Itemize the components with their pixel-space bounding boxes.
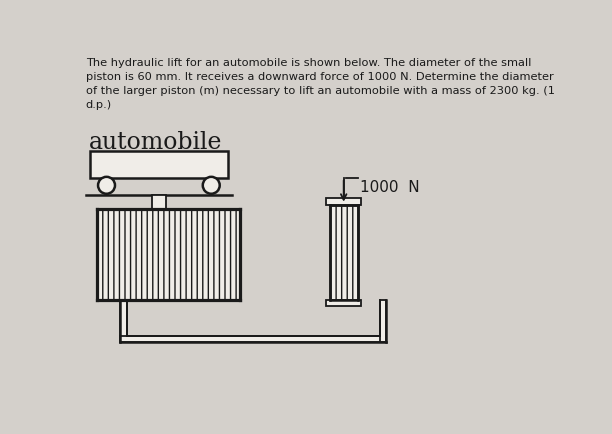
Circle shape [98, 177, 115, 194]
Text: of the larger piston (m) necessary to lift an automobile with a mass of 2300 kg.: of the larger piston (m) necessary to li… [86, 86, 554, 96]
Bar [326, 300, 362, 306]
Text: piston is 60 mm. It receives a downward force of 1000 N. Determine the diameter: piston is 60 mm. It receives a downward … [86, 72, 553, 82]
Bar [97, 209, 240, 300]
Bar [326, 198, 362, 204]
Text: automobile: automobile [89, 131, 222, 154]
Circle shape [203, 177, 220, 194]
Bar [121, 300, 127, 342]
Text: d.p.): d.p.) [86, 100, 112, 110]
Bar [330, 204, 357, 300]
Bar [89, 151, 228, 178]
Bar [380, 300, 386, 342]
Bar [152, 195, 166, 209]
Text: 1000  N: 1000 N [360, 180, 419, 195]
Bar [121, 336, 386, 342]
Text: The hydraulic lift for an automobile is shown below. The diameter of the small: The hydraulic lift for an automobile is … [86, 58, 531, 68]
